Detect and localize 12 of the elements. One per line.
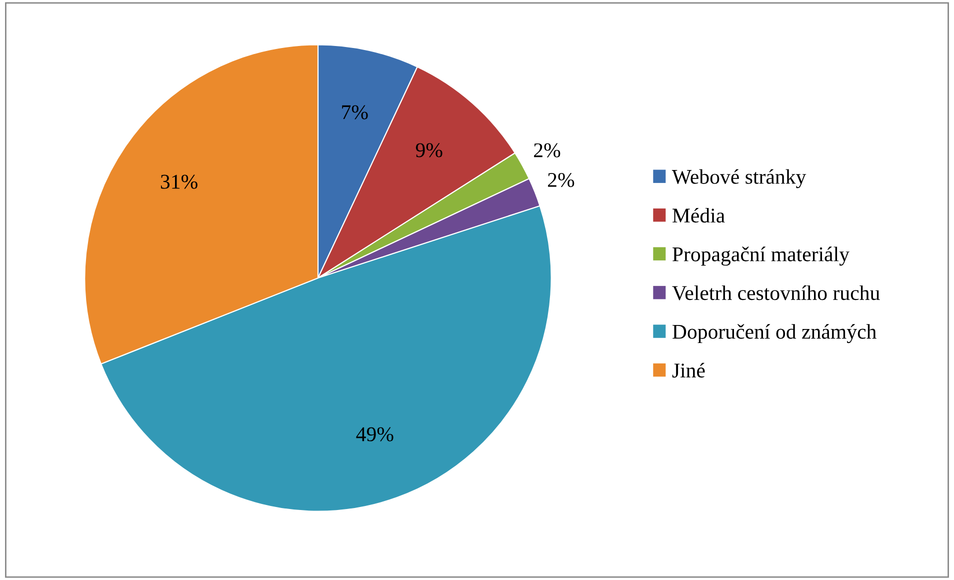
data-label: 49% xyxy=(356,427,394,442)
data-label: 9% xyxy=(416,143,442,158)
legend-label: Veletrh cestovního ruchu xyxy=(672,285,880,300)
data-label: 7% xyxy=(342,105,368,120)
data-label: 2% xyxy=(534,143,560,158)
legend-label: Propagační materiály xyxy=(672,246,850,266)
legend-label: Jiné xyxy=(672,362,705,378)
legend-label: Média xyxy=(672,208,725,223)
legend-label: Webové stránky xyxy=(672,169,806,188)
legend-label: Doporučení od známých xyxy=(672,324,876,344)
data-label: 2% xyxy=(548,172,574,188)
data-label: 31% xyxy=(160,174,198,189)
